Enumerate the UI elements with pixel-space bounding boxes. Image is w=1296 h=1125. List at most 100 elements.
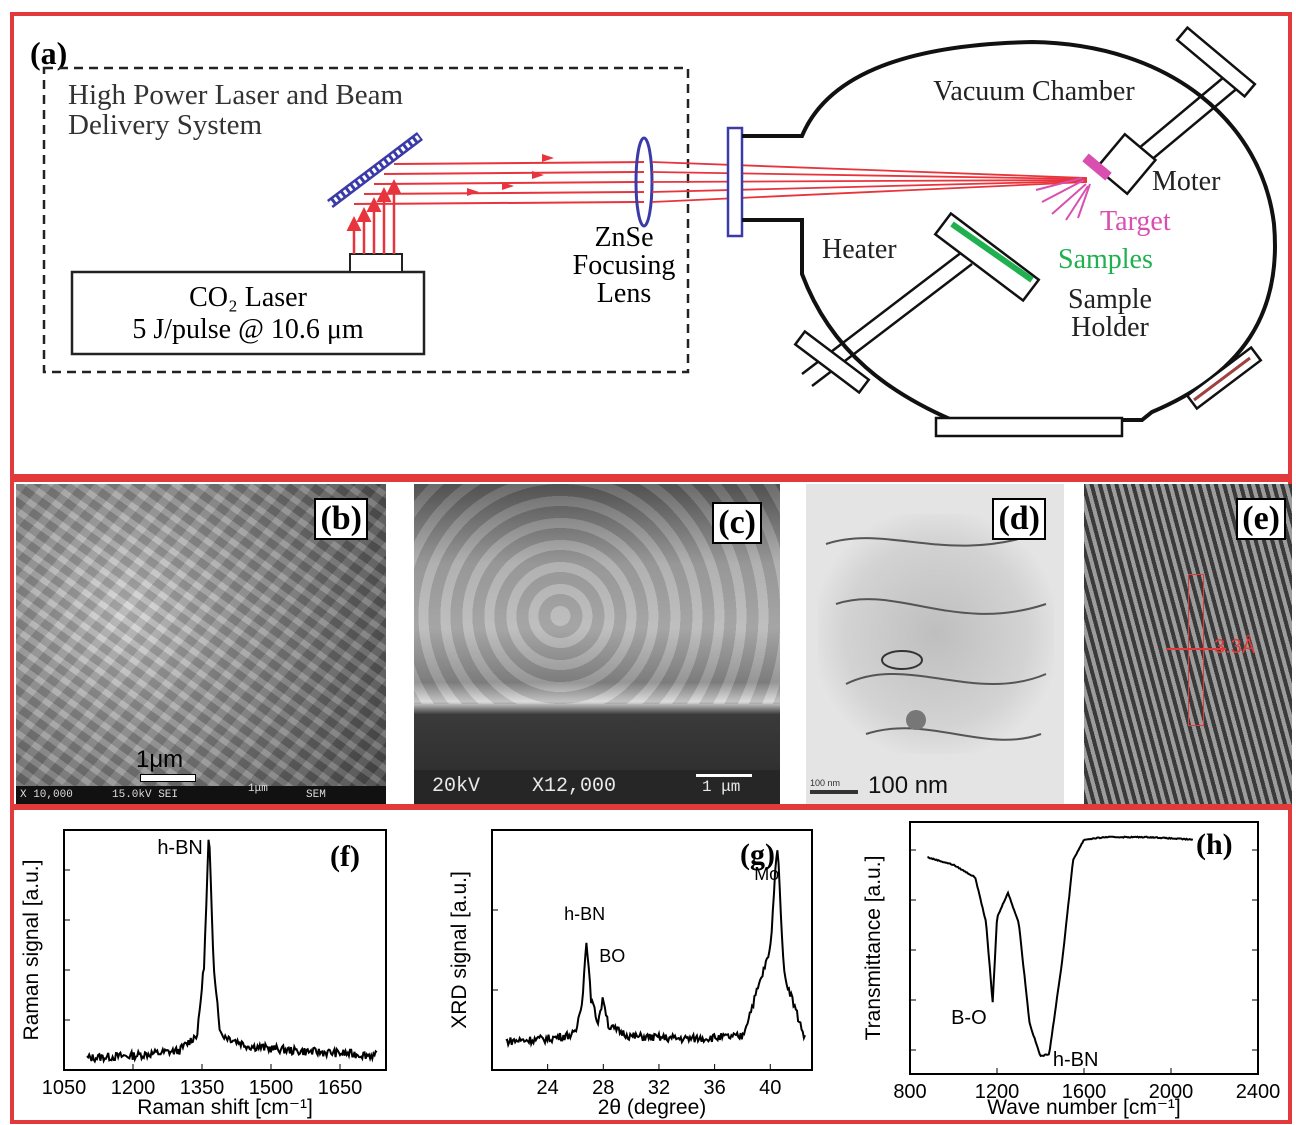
- panel-a-schematic: (a) High Power Laser and Beam Delivery S…: [30, 25, 1277, 438]
- h-xtick-label-4: 2400: [1236, 1081, 1281, 1103]
- samples-label: Samples: [1058, 244, 1153, 275]
- f-xtick-label-1: 1200: [111, 1077, 156, 1099]
- chart-h-xlabel: Wave number [cm⁻¹]: [987, 1096, 1181, 1119]
- holder-label-1: Sample: [1068, 284, 1152, 315]
- f-xtick-label-2: 1350: [180, 1077, 225, 1099]
- panel-d-scale-bar: [810, 790, 858, 794]
- chart-h: 800 1200 1600 2000 2400 B-O h-BN (h) Wave nu…: [850, 810, 1290, 1120]
- panel-d-scale-label: 100 nm: [868, 772, 949, 799]
- ablation-plume: [1035, 177, 1091, 221]
- chart-g-plot-area: [491, 829, 813, 1071]
- g-xtick-label-1: 28: [592, 1077, 614, 1099]
- chart-g-svg: 24 28 32 36 40 h-BN BO Mo (g) 2θ (degree) XR…: [448, 829, 813, 1119]
- chart-g-ylabel: XRD signal [a.u.]: [448, 871, 471, 1029]
- chart-h-ylabel: Transmittance [a.u.]: [862, 856, 885, 1041]
- f-xtick-label-0: 1050: [42, 1077, 87, 1099]
- holder-label-2: Holder: [1071, 312, 1149, 343]
- h-xtick-label-2: 1600: [1062, 1081, 1107, 1103]
- panel-e-hrtem-image: (e) 3.3Å: [1084, 484, 1292, 804]
- samples: [950, 221, 1034, 283]
- chart-f-series-line: [86, 839, 378, 1064]
- panel-e-label: (e): [1236, 498, 1286, 540]
- chart-f-xticks: 1050 1200 1350 1500 1650: [42, 1064, 363, 1099]
- lattice-spacing-label: 3.3Å: [1214, 636, 1256, 658]
- chart-h-series-line: [927, 835, 1194, 1058]
- panel-c-scale-label: 1 μm: [702, 778, 741, 796]
- laser-beams-horizontal: [353, 161, 645, 205]
- port-accent: [1193, 356, 1251, 402]
- g-xtick-label-0: 24: [537, 1077, 559, 1099]
- laser-beams-vertical: [346, 179, 402, 254]
- target: [1082, 153, 1112, 181]
- g-xtick-label-4: 40: [759, 1077, 781, 1099]
- panel-b-footer-scale: 1μm: [248, 783, 268, 795]
- chamber-window: [726, 126, 744, 238]
- f-xtick-label-4: 1650: [318, 1077, 363, 1099]
- panel-c-sem-image: (c) 20kV X12,000 1 μm: [414, 484, 780, 804]
- lattice-marker: [1188, 574, 1204, 726]
- panel-b-label: (b): [314, 498, 368, 540]
- panel-b-kv: 15.0kV SEI: [112, 789, 179, 801]
- lens-label-3: Lens: [597, 278, 651, 309]
- chart-h-xticks: 800 1200 1600 2000 2400: [893, 1068, 1280, 1103]
- co2-laser-box: [70, 270, 426, 356]
- panel-c-mag: X12,000: [532, 775, 617, 798]
- h-xtick-label-1: 1200: [975, 1081, 1020, 1103]
- f-xtick-label-3: 1500: [249, 1077, 294, 1099]
- vacuum-chamber: [742, 39, 1277, 422]
- system-label-1: High Power Laser and Beam: [68, 79, 403, 111]
- panel-d-label: (d): [992, 498, 1046, 540]
- tem-sheet: [818, 514, 1054, 754]
- panel-d-tem-image: (d) 100 nm 100 nm: [806, 484, 1064, 804]
- tem-wrinkles: [825, 533, 1047, 741]
- lens-label-2: Focusing: [573, 250, 676, 281]
- panel-a-label: (a): [30, 35, 67, 71]
- motor-arm: [1094, 25, 1257, 196]
- panel-b-sem-image: (b) 1μm X 10,000 15.0kV SEI 1μm SEM: [16, 484, 386, 804]
- focused-beams: [651, 161, 1088, 203]
- chart-f: 1050 1200 1350 1500 1650 h-BN (f) Raman shif…: [14, 810, 404, 1120]
- chart-f-svg: 1050 1200 1350 1500 1650 h-BN (f) Raman shif…: [20, 829, 387, 1119]
- panel-c-kv: 20kV: [432, 775, 481, 798]
- panel-c-scale-bar: [696, 774, 752, 777]
- chart-g-series-line: [505, 850, 806, 1049]
- chart-f-annotation-hbn: h-BN: [157, 837, 203, 859]
- chart-h-panel-label: (h): [1196, 828, 1233, 861]
- panel-b-mag: X 10,000: [20, 789, 73, 801]
- mirror: [326, 132, 424, 208]
- panel-c-footer: 20kV X12,000 1 μm: [414, 770, 780, 804]
- chart-g-annotation-hbn: h-BN: [564, 904, 605, 924]
- chart-f-panel-label: (f): [330, 840, 360, 873]
- laser-label-2: 5 J/pulse @ 10.6 μm: [132, 314, 364, 345]
- panel-b-footer: X 10,000 15.0kV SEI 1μm SEM: [16, 783, 386, 804]
- chart-g-xticks: 24 28 32 36 40: [537, 1064, 781, 1099]
- chart-h-yticks: [910, 849, 1258, 1051]
- h-xtick-label-0: 800: [893, 1081, 926, 1103]
- h-xtick-label-3: 2000: [1149, 1081, 1194, 1103]
- panel-d-scale-small: 100 nm: [810, 778, 841, 788]
- chart-h-svg: 800 1200 1600 2000 2400 B-O h-BN (h) Wave nu…: [862, 821, 1280, 1119]
- chart-f-xlabel: Raman shift [cm⁻¹]: [137, 1096, 313, 1119]
- panel-b-mode: SEM: [306, 789, 326, 801]
- panel-a-frame: [10, 12, 1292, 478]
- chart-h-annotation-hbn: h-BN: [1053, 1049, 1099, 1071]
- lattice-arrow: [1166, 648, 1226, 650]
- motor-label: Moter: [1152, 166, 1221, 197]
- chart-h-annotation-bo: B-O: [951, 1007, 987, 1029]
- beam-arrows: [467, 154, 554, 196]
- system-label-2: Delivery System: [68, 109, 263, 141]
- chart-f-yticks: [64, 869, 70, 1021]
- chart-g-xlabel: 2θ (degree): [598, 1096, 707, 1119]
- panel-c-label: (c): [712, 502, 762, 544]
- panel-b-scale-bar: [140, 774, 196, 782]
- chart-f-plot-area: [63, 829, 387, 1071]
- chart-g-yticks: [492, 909, 498, 991]
- chart-f-ylabel: Raman signal [a.u.]: [20, 860, 43, 1041]
- chart-g-panel-label: (g): [740, 838, 775, 871]
- chart-g-annotation-mo: Mo: [754, 864, 779, 884]
- laser-aperture: [349, 253, 403, 273]
- g-xtick-label-3: 36: [703, 1077, 725, 1099]
- chamber-bottom-port: [934, 416, 1124, 438]
- panel-b-scale-label: 1μm: [136, 746, 184, 773]
- target-label: Target: [1100, 206, 1171, 237]
